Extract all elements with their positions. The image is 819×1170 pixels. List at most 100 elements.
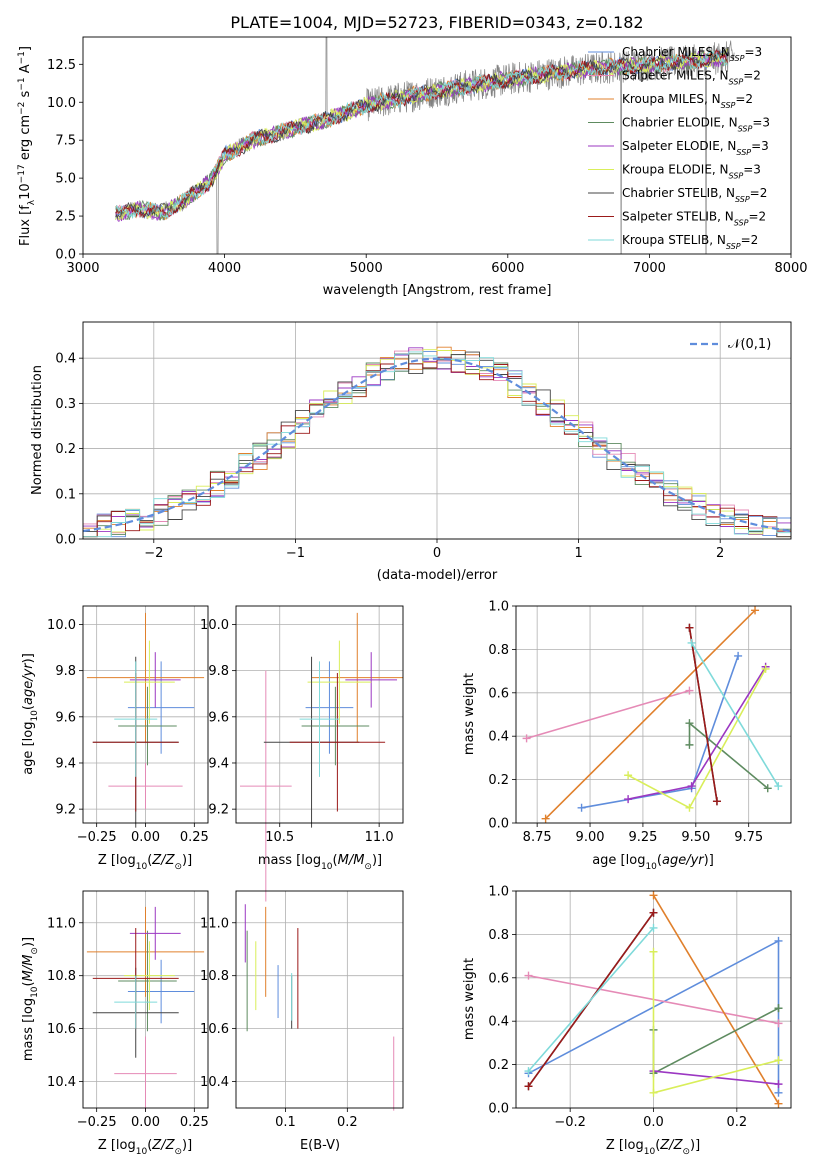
y-tick-label: 9.4 xyxy=(55,756,76,771)
x-tick-label: 4000 xyxy=(208,261,241,276)
y-tick-label: 9.4 xyxy=(208,756,229,771)
weight-line xyxy=(652,1007,779,1075)
y-tick-label: 1.0 xyxy=(488,885,509,900)
plot-area-age-vs-mass xyxy=(239,612,403,902)
y-tick-label: 0.2 xyxy=(55,442,76,457)
panel-mass-vs-Z: −0.25 0.00 0.25 10.4 10.6 10.8 11.0 xyxy=(47,890,209,1130)
legend-entry: Chabrier MILES, NSSP=3 xyxy=(622,45,762,63)
y-tick-label: 0.3 xyxy=(55,397,76,412)
weight-marker xyxy=(649,923,658,932)
y-tick-label: 0.4 xyxy=(55,352,76,367)
mass-vs-EBV-xlabel: E(B-V) xyxy=(300,1138,340,1153)
x-tick-label: 0.00 xyxy=(131,1115,160,1130)
weight-marker xyxy=(685,719,694,728)
x-tick-label: 9.75 xyxy=(734,830,763,845)
normal-reference-curve xyxy=(82,357,792,533)
axes-frame-mass-vs-EBV xyxy=(235,890,404,1109)
x-tick-label: 0.2 xyxy=(726,1115,747,1130)
residuals-xlabel: (data-model)/error xyxy=(377,568,498,583)
legend-entry: Salpeter STELIB, NSSP=2 xyxy=(622,210,766,228)
weight-marker xyxy=(649,1088,658,1097)
figure-title: PLATE=1004, MJD=52723, FIBERID=0343, z=0… xyxy=(230,13,643,32)
age-vs-Z-xlabel: Z [log10(Z/Z⊙)] xyxy=(98,853,192,872)
weight-marker xyxy=(774,1080,783,1089)
axes-frame-age-vs-mass xyxy=(235,605,404,824)
y-tick-label: 0.8 xyxy=(488,928,509,943)
weight-marker xyxy=(524,971,533,980)
weight-vs-Z-ylabel: mass weight xyxy=(462,958,477,1040)
weight-marker xyxy=(712,797,721,806)
residual-histogram xyxy=(83,349,791,538)
y-tick-label: 10.0 xyxy=(200,618,229,633)
grid-mass-vs-EBV xyxy=(236,891,403,1108)
weight-marker xyxy=(685,740,694,749)
legend-entry: 𝒩(0,1) xyxy=(728,337,771,352)
axes-frame-residuals xyxy=(82,321,792,540)
x-tick-label: 0.0 xyxy=(643,1115,664,1130)
y-tick-label: 10.6 xyxy=(47,1022,76,1037)
weight-line xyxy=(545,609,756,820)
panel-age-vs-mass: 10.5 11.0 9.2 9.4 9.6 9.8 10.0 xyxy=(200,605,404,902)
weight-line xyxy=(527,927,655,1072)
mass-vs-Z-xlabel: Z [log10(Z/Z⊙)] xyxy=(98,1138,192,1157)
x-tick-label: 9.25 xyxy=(628,830,657,845)
legend-entry: Kroupa ELODIE, NSSP=3 xyxy=(622,163,761,181)
residuals-ylabel: Normed distribution xyxy=(30,365,45,495)
plot-area-mass-vs-Z xyxy=(86,906,205,1111)
y-tick-label: 0.2 xyxy=(488,1058,509,1073)
y-tick-label: 2.5 xyxy=(55,210,76,225)
y-tick-label: 7.5 xyxy=(55,134,76,149)
weight-marker xyxy=(541,814,550,823)
plot-area-mass-vs-EBV xyxy=(244,904,395,1111)
spectrum-model-line xyxy=(115,49,728,220)
x-tick-label: 1 xyxy=(574,546,582,561)
panel-weight-vs-age: 8.75 9.00 9.25 9.50 9.75 0.0 0.2 0.4 0.6 0.8 1.0 xyxy=(488,600,792,845)
y-tick-label: 12.5 xyxy=(47,58,76,73)
weight-marker xyxy=(774,1056,783,1065)
weight-vs-age-xlabel: age [log10(age/yr)] xyxy=(592,853,714,872)
y-tick-label: 10.4 xyxy=(200,1075,229,1090)
x-tick-label: 9.00 xyxy=(576,830,605,845)
residual-histogram xyxy=(83,356,791,538)
panel-weight-vs-Z: −0.2 0.0 0.2 0.0 0.2 0.4 0.6 0.8 1.0 xyxy=(488,885,792,1130)
weight-marker xyxy=(524,1082,533,1091)
x-tick-label: 0.25 xyxy=(180,1115,209,1130)
weight-marker xyxy=(577,803,586,812)
axes-frame-mass-vs-Z xyxy=(82,890,209,1109)
weight-marker xyxy=(774,1088,783,1097)
age-vs-Z-ylabel: age [log10(age/yr)] xyxy=(21,653,40,775)
panel-age-vs-Z: −0.25 0.00 0.25 9.2 9.4 9.6 9.8 10.0 xyxy=(47,605,209,845)
x-tick-label: 10.5 xyxy=(265,830,294,845)
weight-marker xyxy=(751,606,760,615)
weight-marker xyxy=(774,1099,783,1108)
grid-weight-vs-age xyxy=(516,605,791,824)
x-tick-label: 7000 xyxy=(633,261,666,276)
x-tick-label: 8.75 xyxy=(523,830,552,845)
spectrum-model-line xyxy=(115,49,728,220)
weight-line xyxy=(688,627,718,802)
y-tick-label: 0.8 xyxy=(488,643,509,658)
y-tick-label: 0.1 xyxy=(55,487,76,502)
y-tick-label: 9.6 xyxy=(208,710,229,725)
spectrum-xlabel: wavelength [Angstrom, rest frame] xyxy=(323,283,552,298)
y-tick-label: 9.2 xyxy=(208,803,229,818)
legend-entry: Salpeter ELODIE, NSSP=3 xyxy=(622,139,769,157)
y-tick-label: 10.8 xyxy=(47,969,76,984)
panel-mass-vs-EBV: 0.1 0.2 10.4 10.6 10.8 11.0 xyxy=(200,890,404,1130)
weight-marker xyxy=(685,623,694,632)
x-tick-label: 0.25 xyxy=(180,830,209,845)
x-tick-label: 8000 xyxy=(774,261,807,276)
plot-area-weight-vs-age xyxy=(522,606,783,823)
y-tick-label: 0.4 xyxy=(488,1015,509,1030)
x-tick-label: 3000 xyxy=(66,261,99,276)
spectrum-model-line xyxy=(115,50,728,220)
y-tick-label: 9.8 xyxy=(55,664,76,679)
y-tick-label: 0.6 xyxy=(488,971,509,986)
weight-marker xyxy=(763,784,772,793)
axes-frame-weight-vs-Z xyxy=(515,890,792,1109)
x-tick-label: 0.1 xyxy=(275,1115,296,1130)
x-tick-label: 6000 xyxy=(491,261,524,276)
x-tick-label: −0.25 xyxy=(77,1115,117,1130)
plot-area-age-vs-Z xyxy=(86,612,205,828)
